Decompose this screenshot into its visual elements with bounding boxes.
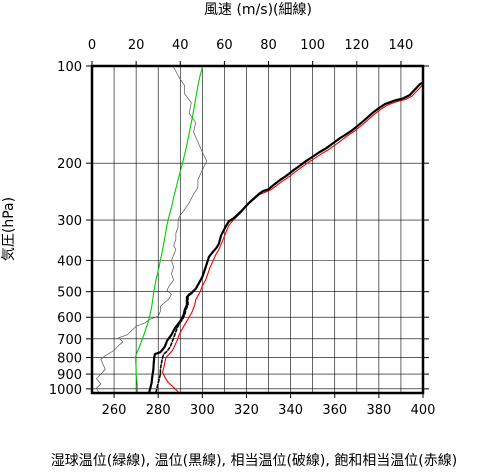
- top-tick-label: 120: [344, 38, 369, 53]
- ticks: 260 280 300 320 340 360 380 400 0 20 40 60 80 100 120 1…: [49, 38, 436, 418]
- top-tick-label: 100: [300, 38, 325, 53]
- top-tick-label: 140: [389, 38, 414, 53]
- bottom-tick-label: 380: [366, 403, 391, 418]
- bottom-tick-label: 320: [234, 403, 259, 418]
- saturated-equivalent-potential-temperature-line: [162, 83, 424, 393]
- top-tick-label: 40: [172, 38, 189, 53]
- y-tick-label: 800: [57, 352, 82, 367]
- equivalent-potential-temperature-line: [155, 292, 194, 394]
- y-tick-label: 400: [57, 254, 82, 269]
- top-axis-title: 風速 (m/s)(細線): [204, 2, 312, 18]
- y-tick-label: 1000: [49, 383, 82, 398]
- top-tick-label: 0: [88, 38, 96, 53]
- bottom-tick-label: 400: [411, 403, 436, 418]
- y-tick-label: 300: [57, 214, 82, 229]
- top-tick-label: 60: [216, 38, 233, 53]
- bottom-axis-title: 湿球温位(緑線), 温位(黒線), 相当温位(破線), 飽和相当温位(赤線): [51, 452, 457, 469]
- plot-frame: [90, 64, 425, 395]
- y-tick-label: 500: [57, 286, 82, 301]
- y-tick-label: 100: [57, 60, 82, 75]
- series-layer: [96, 66, 424, 394]
- top-tick-label: 20: [128, 38, 145, 53]
- bottom-tick-label: 340: [278, 403, 303, 418]
- bottom-tick-label: 360: [322, 403, 347, 418]
- bottom-tick-label: 260: [102, 403, 127, 418]
- wet-bulb-potential-temperature-line: [135, 66, 203, 393]
- bottom-tick-label: 280: [146, 403, 171, 418]
- y-tick-label: 200: [57, 157, 82, 172]
- y-tick-label: 900: [57, 368, 82, 383]
- y-tick-label: 600: [57, 311, 82, 326]
- grid: [91, 65, 424, 393]
- wind-speed-line: [96, 67, 208, 392]
- y-axis-title: 気圧(hPa): [1, 197, 17, 261]
- bottom-tick-label: 300: [190, 403, 215, 418]
- potential-temperature-line: [148, 82, 423, 393]
- y-tick-label: 700: [57, 333, 82, 348]
- top-tick-label: 80: [260, 38, 277, 53]
